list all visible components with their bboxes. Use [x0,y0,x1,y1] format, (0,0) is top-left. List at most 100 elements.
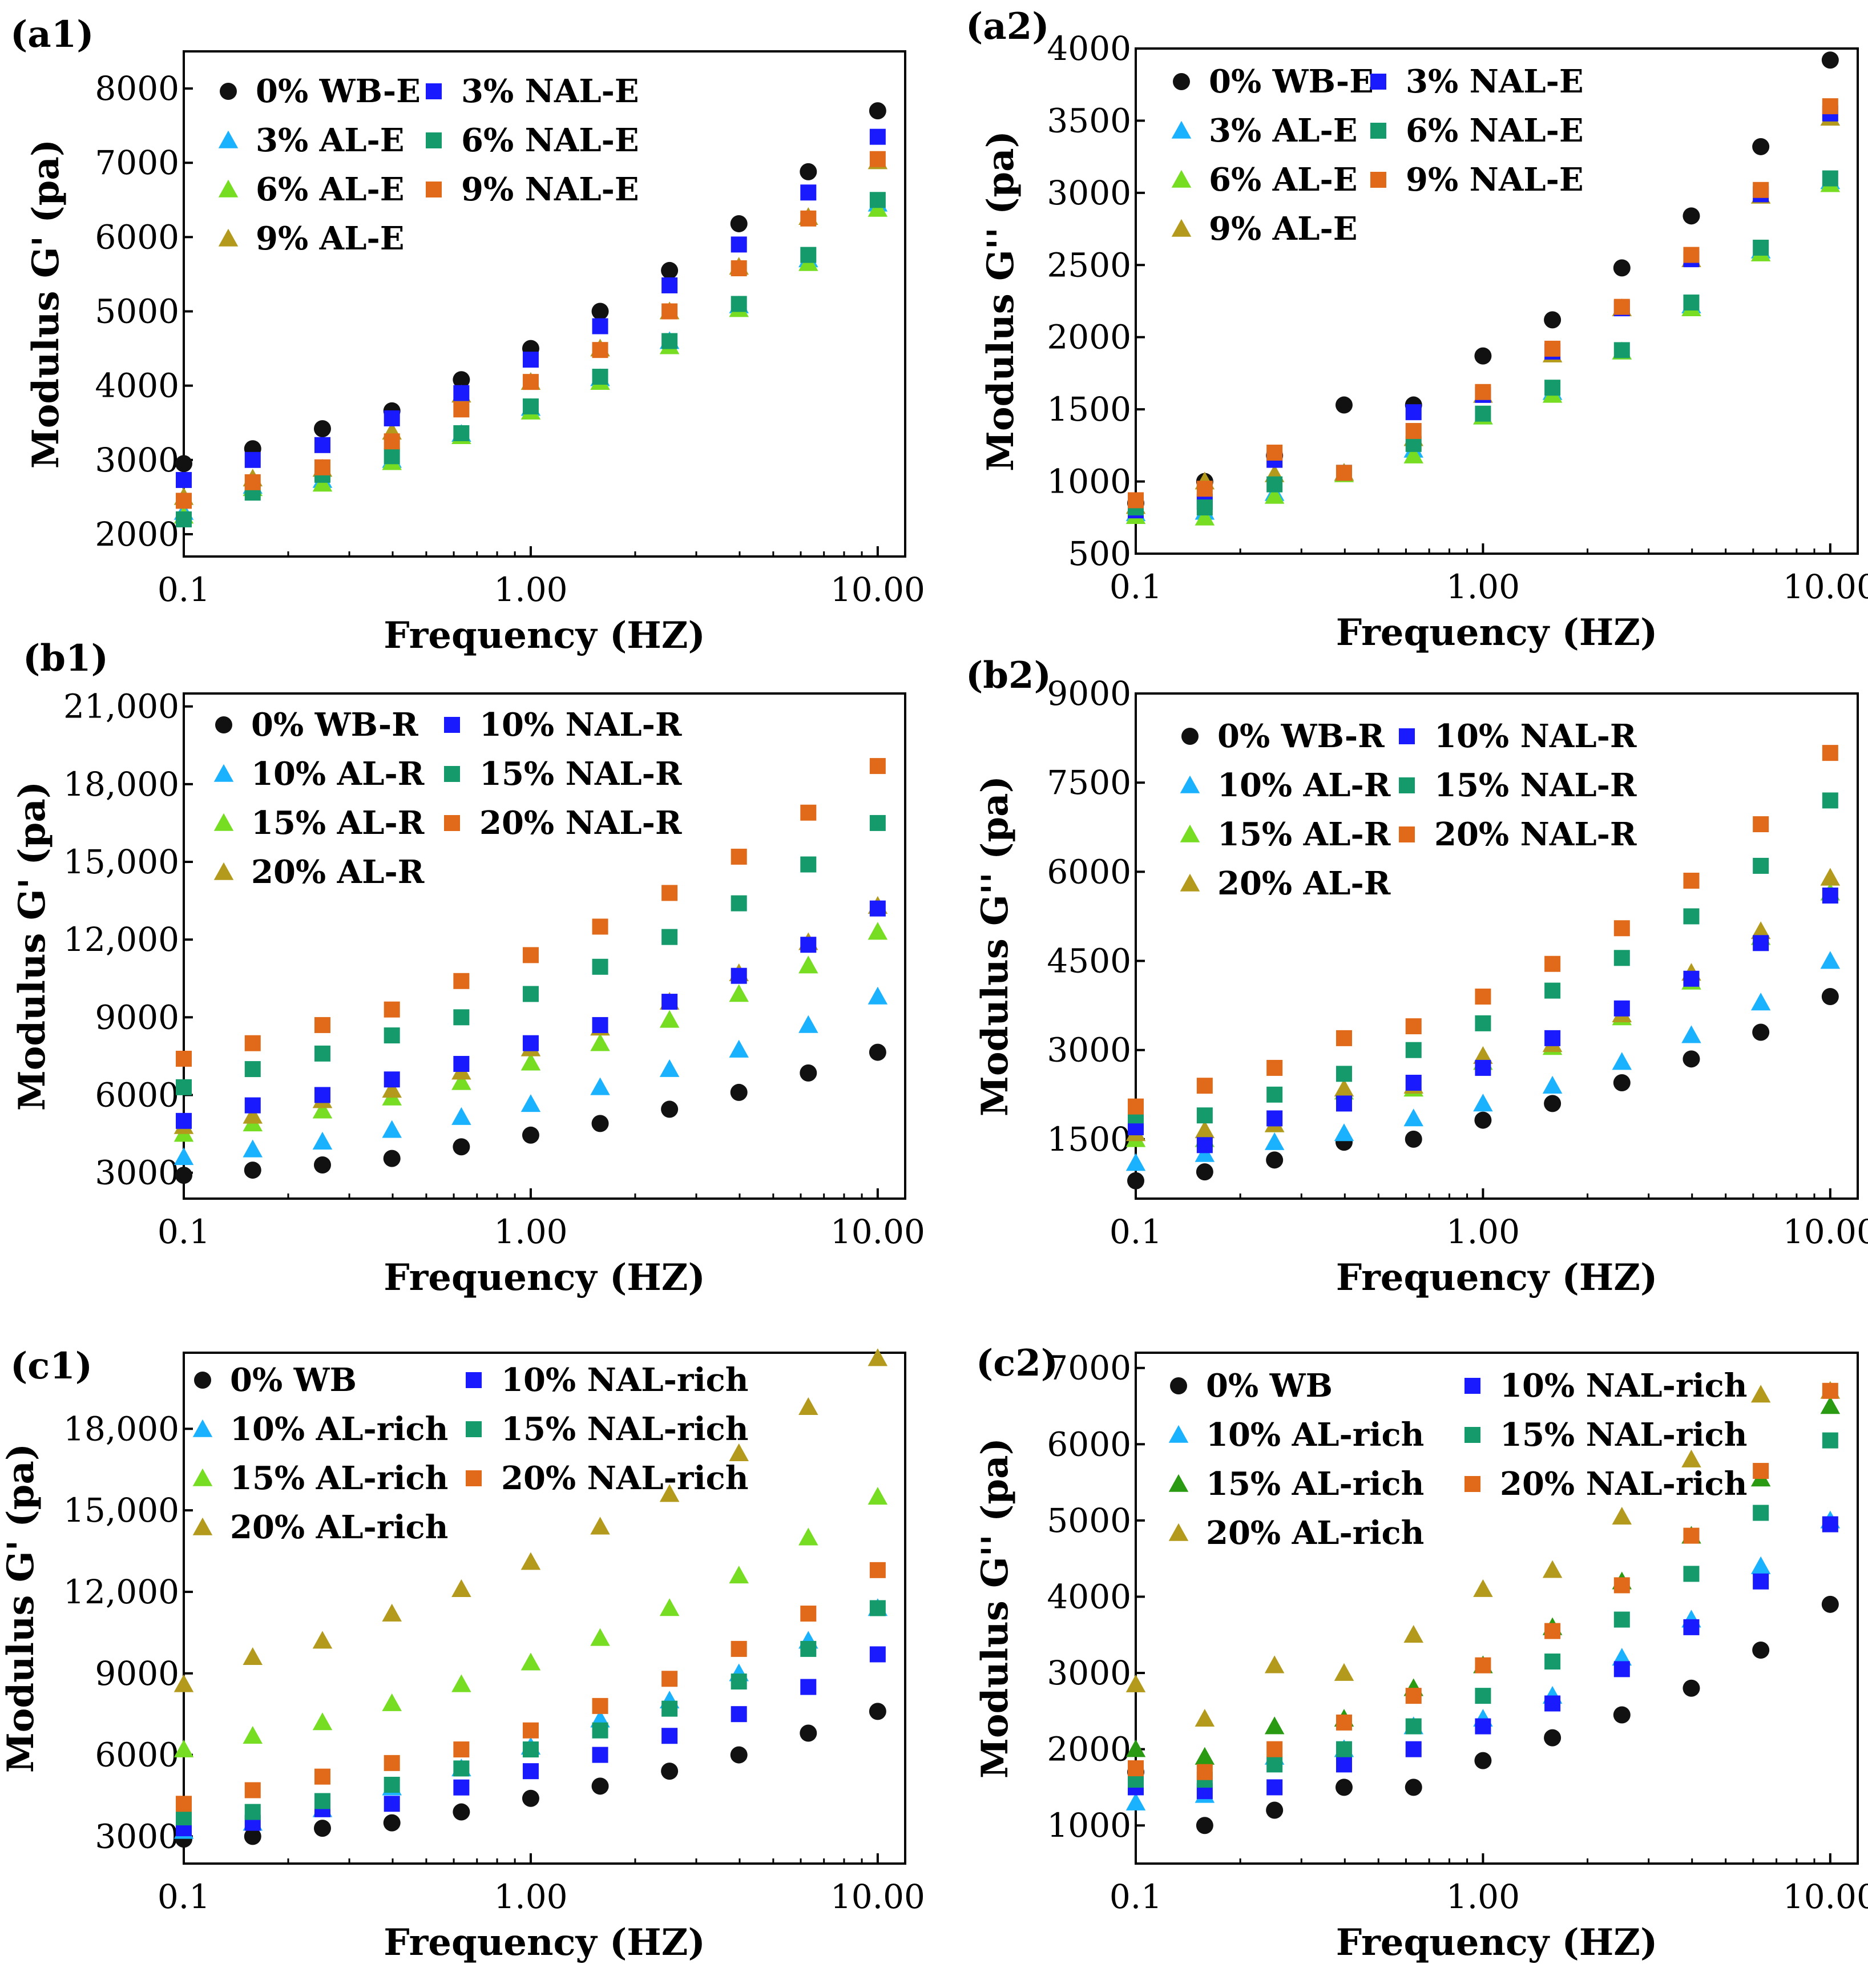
data-point [1125,1739,1146,1757]
data-point [798,1527,818,1546]
data-point [1820,1396,1841,1414]
y-tick-label: 7000 [95,143,179,182]
data-point [313,1820,331,1837]
data-point [383,1814,401,1832]
data-point [453,401,470,418]
legend-marker [218,179,239,197]
data-point [384,1027,400,1044]
legend-label: 6% AL-E [1209,161,1357,199]
data-point [312,1712,333,1731]
data-point [522,374,539,390]
data-point [869,192,886,208]
data-point [1821,1595,1839,1613]
x-tick-label: 1.00 [1446,1212,1520,1251]
data-point [453,371,470,389]
legend-entry: 20% AL-rich [192,1509,448,1546]
legend-marker [1181,728,1199,745]
y-tick-label: 15,000 [63,1491,179,1530]
y-tick-label: 3000 [95,1817,179,1856]
legend-label: 20% NAL-rich [1500,1465,1747,1503]
legend-entry: 15% AL-rich [192,1459,448,1497]
data-point [382,1603,402,1622]
legend-marker [1399,728,1415,744]
data-point [1266,1741,1283,1757]
data-point [1683,207,1700,225]
data-point [1336,465,1352,481]
data-point [730,215,748,232]
data-point [244,1061,261,1078]
y-tick-label: 5000 [1047,1501,1131,1540]
data-point [592,342,608,358]
y-tick-label: 3000 [95,441,179,479]
data-point [1266,1110,1283,1127]
data-point [1544,1095,1562,1112]
data-point [244,1782,261,1799]
data-point [1405,423,1422,439]
series-10-nal-rich [1128,1516,1838,1800]
y-tick-label: 3000 [1047,174,1131,212]
data-point [1266,1756,1283,1773]
legend-label: 6% AL-E [256,171,404,208]
data-point [869,151,886,167]
legend-label: 0% WB-E [256,72,421,110]
data-point [592,1017,608,1033]
data-point [1683,1527,1700,1544]
data-point [800,937,817,953]
data-point [522,398,539,415]
data-point [1612,1052,1632,1070]
x-tick-label: 10.00 [830,1877,925,1916]
series-20-nal-rich [1128,1382,1838,1780]
x-tick-label: 1.00 [1446,567,1520,606]
data-point [731,1674,747,1690]
data-point [1613,920,1630,937]
legend-entry: 15% NAL-R [1399,767,1637,804]
plot-frame [183,50,906,558]
data-point [1196,481,1213,497]
chart-panel-a1: (a1) 2000 3000 4000 5000 6000 7000 8000 0.1 1.00 1… [10,13,925,657]
y-tick-label: 2000 [1047,1730,1131,1769]
data-point [312,1631,333,1649]
data-point [798,955,818,974]
data-point [453,425,470,441]
data-point [1475,1015,1491,1031]
data-point [661,994,678,1010]
legend-marker [1399,777,1415,793]
data-point [729,1443,749,1461]
data-point [659,1010,680,1028]
data-point [659,1484,680,1502]
data-point [1822,1516,1838,1533]
data-point [590,1033,610,1051]
x-tick-label: 1.00 [1446,1877,1520,1916]
data-point [521,1094,541,1112]
y-tick-label: 21,000 [63,687,179,726]
data-point [800,1724,817,1742]
x-tick-label: 0.1 [1109,1877,1162,1916]
series-10-nal-rich [176,1646,886,1837]
data-point [451,1072,471,1090]
legend-label: 20% NAL-rich [501,1459,748,1497]
data-point [244,1035,261,1051]
data-point [1266,1151,1284,1169]
data-point [729,984,749,1002]
data-point [661,1100,679,1118]
data-point [175,1167,192,1184]
legend-entry: 3% AL-E [218,122,404,159]
data-point [1750,921,1771,939]
y-tick-label: 1000 [1047,462,1131,501]
legend-entry: 0% WB [1170,1367,1333,1405]
plot-frame [183,1352,906,1865]
x-axis-label: Frequency (HZ) [384,1256,705,1299]
legend-label: 20% AL-rich [230,1509,448,1546]
data-point [731,1640,747,1657]
data-point [1405,404,1422,421]
legend-entry: 20% NAL-rich [466,1459,748,1497]
data-point [1753,857,1769,874]
data-point [521,1053,541,1071]
series-10-nal-r [1128,888,1838,1154]
data-point [243,1139,263,1158]
legend-label: 10% NAL-rich [1500,1367,1747,1405]
x-tick-label: 1.00 [494,570,567,609]
legend-label: 20% AL-rich [1206,1514,1424,1552]
data-point [174,1147,194,1166]
legend-marker [1464,1476,1480,1492]
